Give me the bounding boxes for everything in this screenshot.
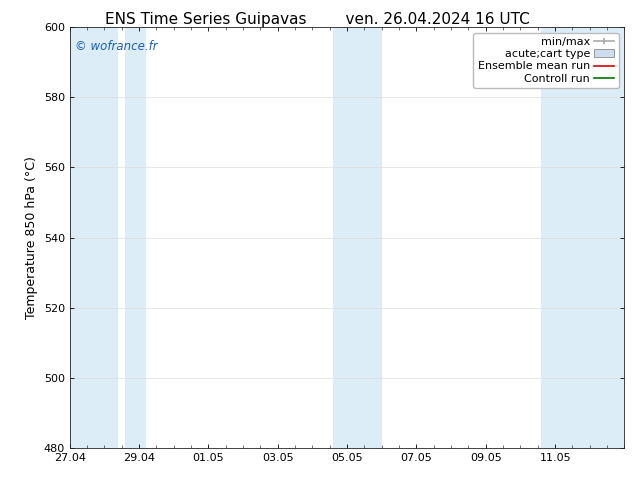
Bar <box>541 27 624 448</box>
Bar <box>70 27 119 448</box>
Bar <box>358 27 382 448</box>
Legend: min/max, acute;cart type, Ensemble mean run, Controll run: min/max, acute;cart type, Ensemble mean … <box>474 32 619 88</box>
Y-axis label: Temperature 850 hPa (°C): Temperature 850 hPa (°C) <box>25 156 38 319</box>
Bar <box>126 27 146 448</box>
Text: © wofrance.fr: © wofrance.fr <box>75 40 158 52</box>
Text: ENS Time Series Guipavas        ven. 26.04.2024 16 UTC: ENS Time Series Guipavas ven. 26.04.2024… <box>105 12 529 27</box>
Bar <box>333 27 358 448</box>
